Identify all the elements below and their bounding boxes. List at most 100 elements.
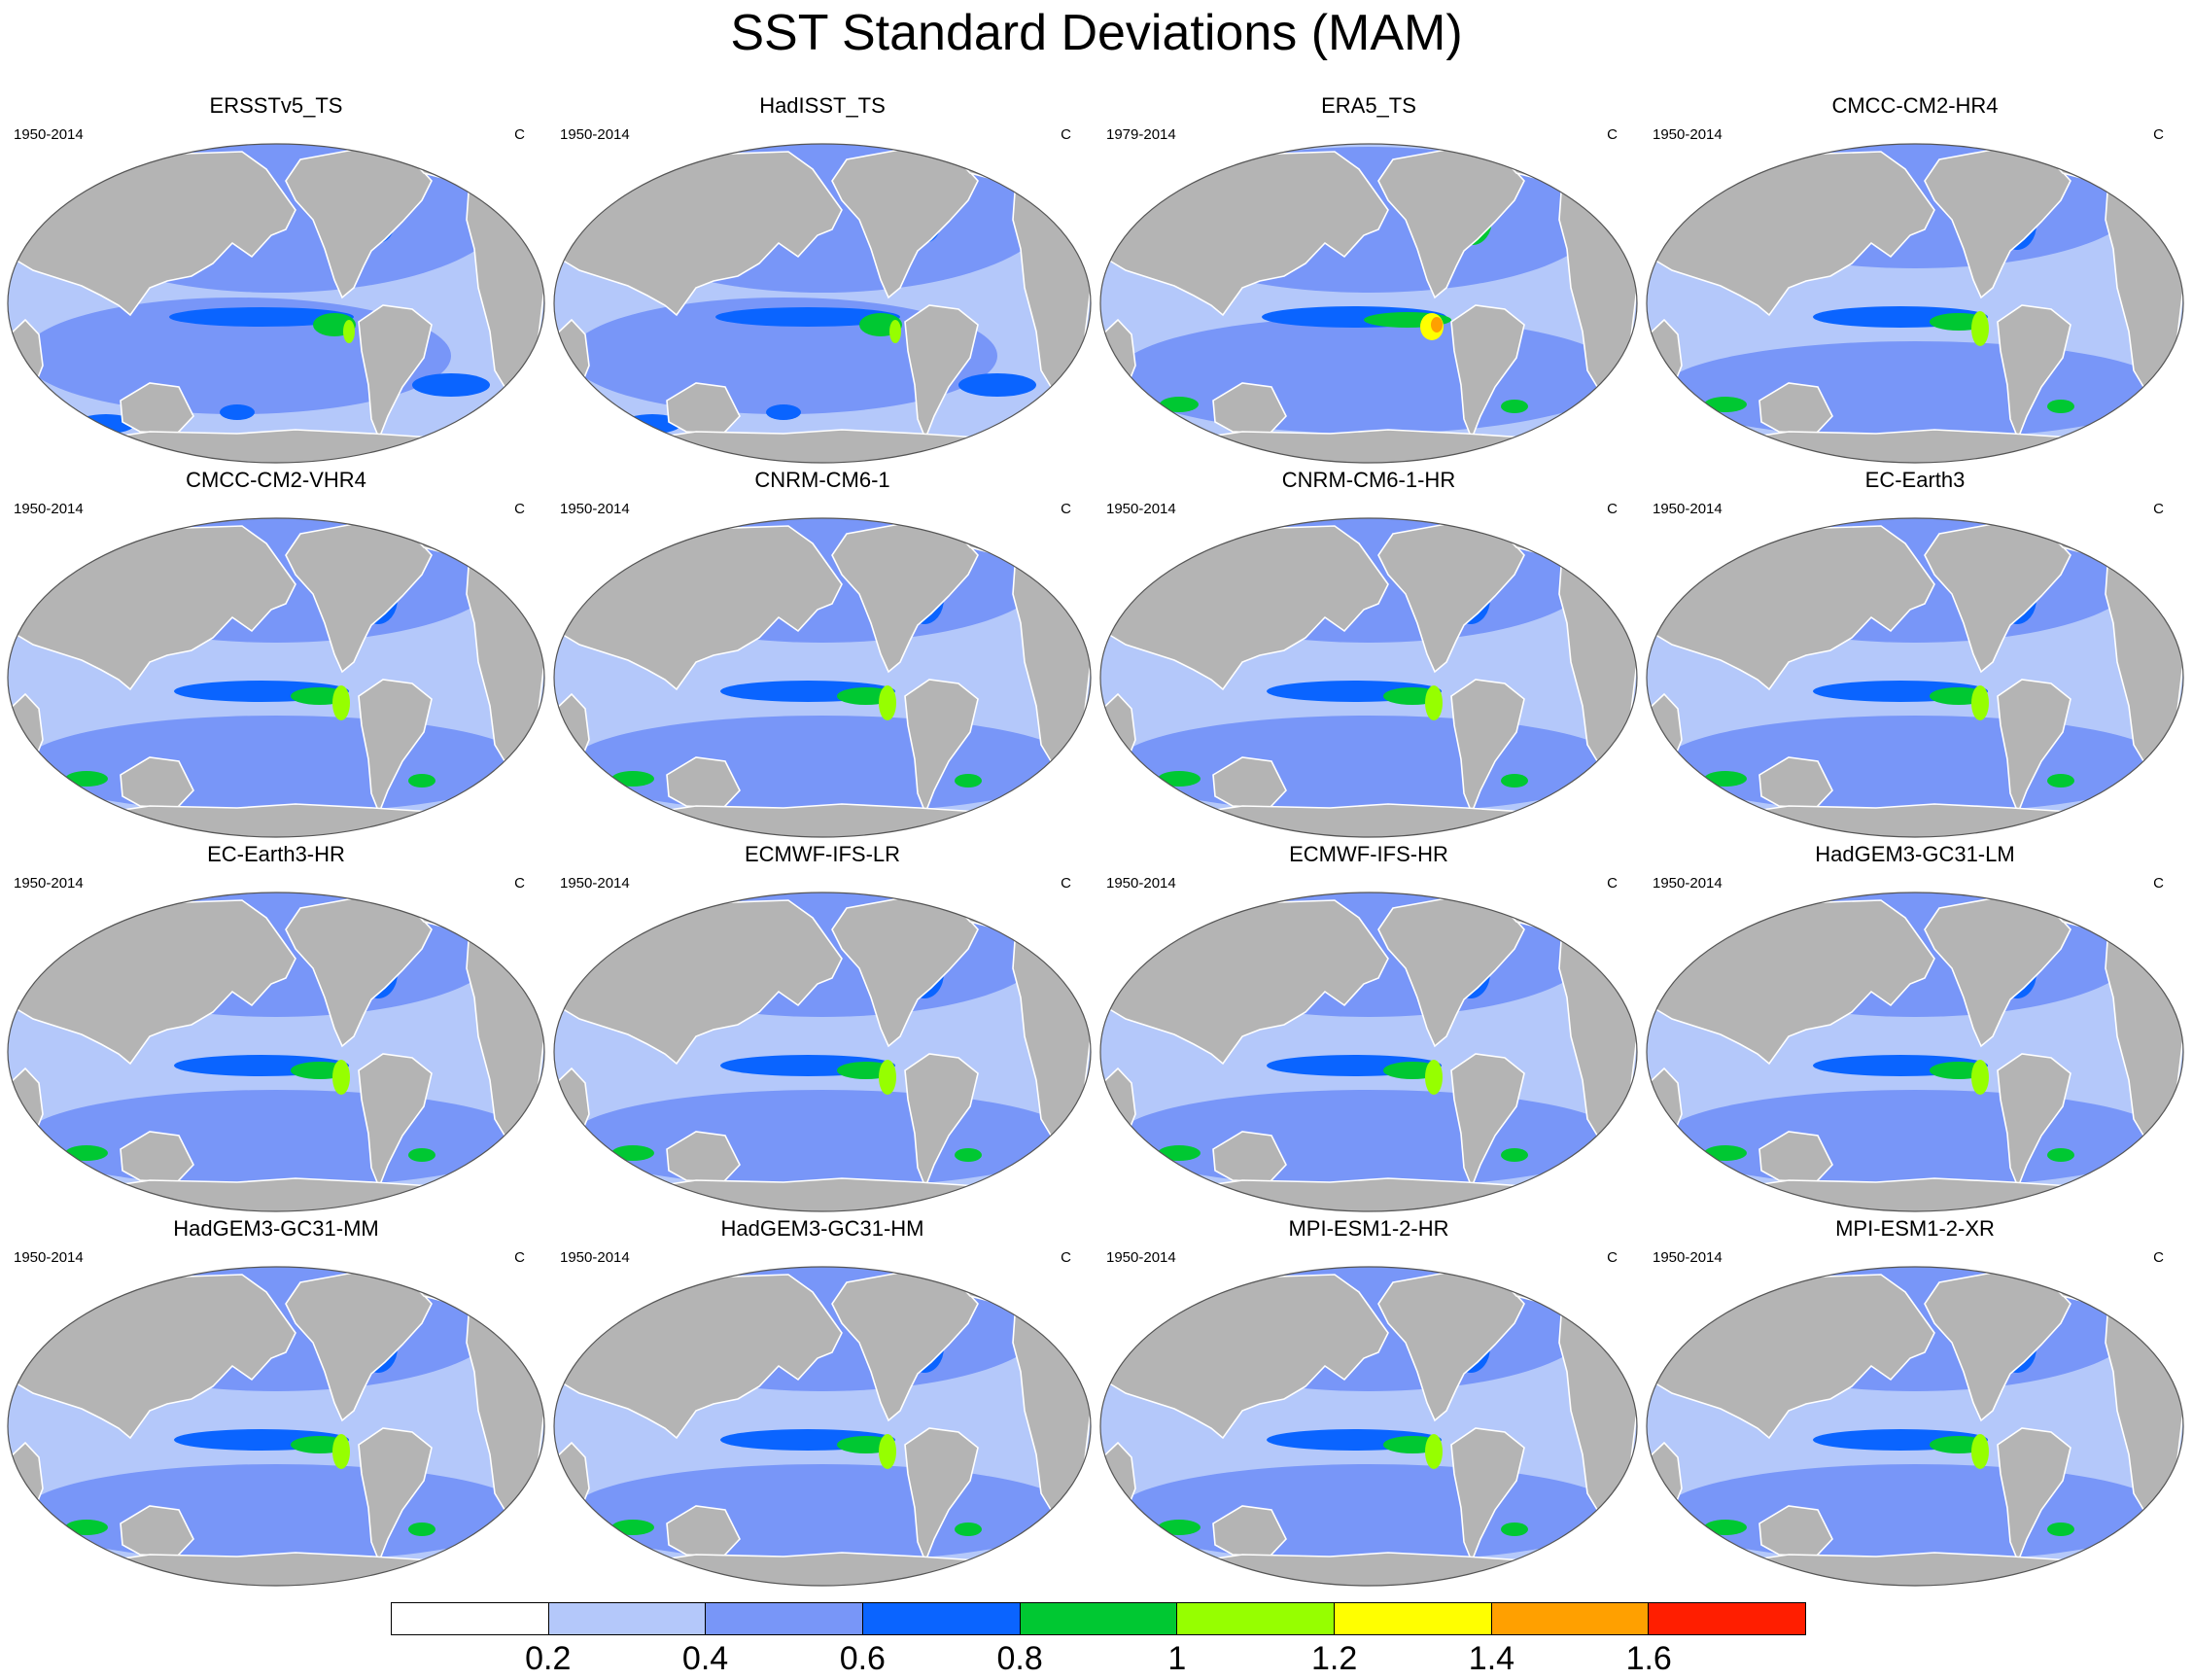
panel-title: MPI-ESM1-2-HR	[1288, 1216, 1449, 1241]
map-panel: MPI-ESM1-2-HR 1950-2014 C	[1096, 1216, 1641, 1590]
map-outline	[553, 517, 1092, 838]
panel-period: 1950-2014	[560, 501, 630, 517]
panel-period: 1950-2014	[560, 126, 630, 143]
sst-contour	[65, 771, 108, 787]
colorbar-swatch	[1177, 1603, 1336, 1634]
panel-period: 1950-2014	[1653, 875, 1723, 892]
colorbar-tick-label: 1	[1167, 1640, 1187, 1677]
robinson-map	[553, 143, 1092, 464]
panel-unit: C	[514, 126, 525, 143]
panel-unit: C	[1607, 1249, 1618, 1266]
colorbar-tick-label: 0.8	[996, 1640, 1043, 1677]
land-mass	[554, 1067, 590, 1153]
sst-contour	[408, 774, 435, 788]
land-mass	[94, 429, 464, 463]
panel-period: 1950-2014	[1653, 126, 1723, 143]
land-mass	[554, 318, 590, 404]
colorbar-swatch	[863, 1603, 1021, 1634]
sst-contour	[573, 546, 615, 564]
panel-title: CMCC-CM2-VHR4	[186, 468, 366, 492]
sst-contour	[715, 307, 900, 327]
sst-contour	[1501, 1522, 1528, 1536]
sst-contour	[343, 320, 355, 343]
land-mass	[1450, 1053, 1525, 1190]
robinson-map	[1099, 517, 1638, 838]
colorbar-swatch	[392, 1603, 549, 1634]
map-panel: EC-Earth3-HR 1950-2014 C	[4, 842, 548, 1215]
land-mass	[358, 679, 433, 816]
land-mass	[120, 756, 194, 809]
sst-contour	[456, 543, 485, 557]
panel-unit: C	[2153, 1249, 2164, 1266]
sst-contour	[570, 1090, 1075, 1187]
land-mass	[666, 1131, 741, 1183]
land-mass	[358, 304, 433, 441]
robinson-map	[1099, 1266, 1638, 1587]
sst-contour	[1160, 397, 1199, 412]
sst-contour	[1431, 317, 1443, 332]
sst-contour	[2095, 169, 2124, 183]
sst-contour	[1425, 1060, 1443, 1095]
sst-contour	[573, 1295, 615, 1312]
sst-contour	[1704, 1520, 1747, 1535]
land-mass	[1100, 1441, 1136, 1527]
land-mass	[904, 679, 979, 816]
panel-title: HadGEM3-GC31-LM	[1815, 842, 2015, 866]
land-mass	[94, 803, 464, 837]
sst-contour	[2047, 1148, 2074, 1162]
sst-contour	[879, 1434, 896, 1469]
sst-contour	[412, 373, 490, 397]
colorbar-tick-label: 0.4	[681, 1640, 729, 1677]
land-mass	[1997, 304, 2071, 441]
land-mass	[120, 382, 194, 435]
land-mass	[1758, 1131, 1833, 1183]
robinson-map	[1646, 143, 2184, 464]
panel-title: MPI-ESM1-2-XR	[1835, 1216, 1995, 1241]
land-mass	[8, 1067, 44, 1153]
map-outline	[553, 143, 1092, 464]
panel-title: EC-Earth3	[1864, 468, 1966, 492]
colorbar-swatch	[1491, 1603, 1650, 1634]
land-mass	[1187, 429, 1556, 463]
sst-contour	[570, 716, 1075, 813]
map-outline	[1099, 517, 1638, 838]
colorbar-swatch	[1020, 1603, 1178, 1634]
land-mass	[904, 1427, 979, 1564]
panel-period: 1950-2014	[1653, 1249, 1723, 1266]
sst-contour	[26, 1295, 69, 1312]
sst-contour	[1116, 716, 1621, 813]
sst-contour	[955, 1522, 982, 1536]
map-panel: ECMWF-IFS-HR 1950-2014 C	[1096, 842, 1641, 1215]
figure-title: SST Standard Deviations (MAM)	[730, 5, 1463, 61]
sst-contour	[26, 921, 69, 938]
map-panel: HadGEM3-GC31-LM 1950-2014 C	[1643, 842, 2187, 1215]
map-outline	[1646, 892, 2184, 1212]
land-mass	[8, 1441, 44, 1527]
land-mass	[94, 1177, 464, 1211]
land-mass	[1647, 692, 1683, 779]
map-panel: ECMWF-IFS-LR 1950-2014 C	[550, 842, 1095, 1215]
land-mass	[1733, 803, 2103, 837]
sst-contour	[169, 307, 354, 327]
sst-contour	[2047, 1522, 2074, 1536]
sst-contour	[1662, 1090, 2168, 1187]
panel-title: CMCC-CM2-HR4	[1831, 93, 1999, 118]
sst-contour	[1662, 716, 2168, 813]
panel-period: 1950-2014	[14, 501, 84, 517]
panel-period: 1950-2014	[1106, 1249, 1176, 1266]
map-panel: MPI-ESM1-2-XR 1950-2014 C	[1643, 1216, 2187, 1590]
land-mass	[1733, 1552, 2103, 1586]
map-panel: ERA5_TS 1979-2014 C	[1096, 93, 1641, 467]
land-mass	[1212, 382, 1287, 435]
map-panel: CNRM-CM6-1-HR 1950-2014 C	[1096, 468, 1641, 841]
land-mass	[641, 1552, 1010, 1586]
sst-contour	[1425, 685, 1443, 720]
land-mass	[120, 1505, 194, 1558]
sst-contour	[1549, 918, 1578, 931]
land-mass	[1100, 692, 1136, 779]
sst-contour	[879, 1060, 896, 1095]
sst-contour	[1662, 1464, 2168, 1561]
colorbar	[391, 1602, 1806, 1635]
colorbar-tick-label: 0.6	[839, 1640, 886, 1677]
sst-contour	[611, 1520, 654, 1535]
